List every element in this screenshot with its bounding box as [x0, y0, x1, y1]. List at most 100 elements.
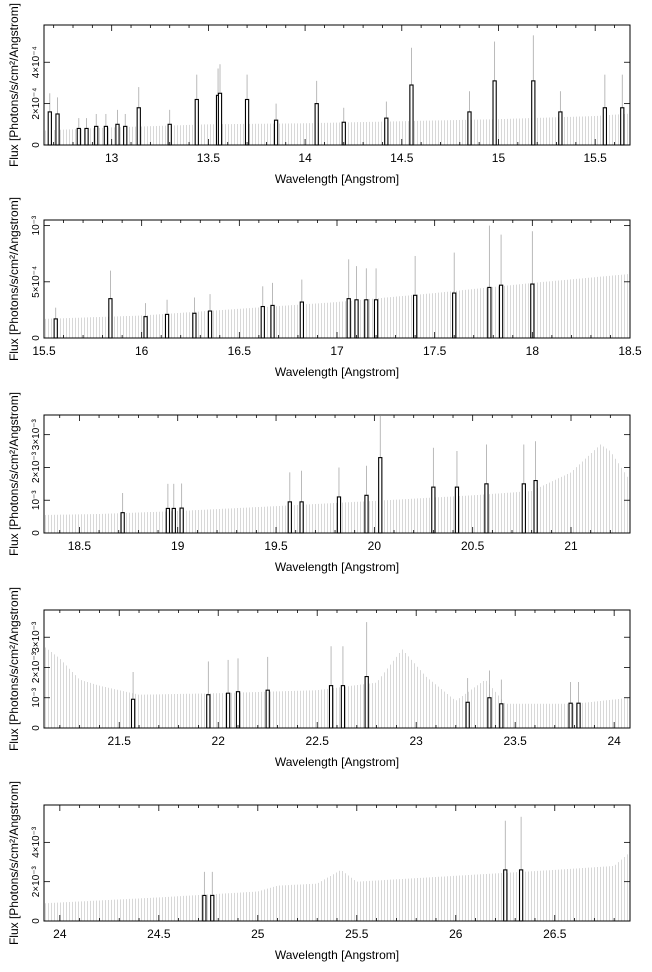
data-bar	[299, 301, 304, 339]
y-axis-label: Flux [Photons/s/cm²/Angstrom]	[7, 3, 21, 167]
y-tick-label: 10⁻³	[31, 490, 42, 510]
data-bar	[265, 689, 270, 729]
x-tick-label: 26.5	[543, 927, 567, 941]
data-bar	[217, 92, 223, 146]
data-bar	[179, 507, 184, 534]
data-bar	[373, 299, 379, 339]
y-tick-label: 0	[31, 335, 42, 341]
x-tick-label: 17	[330, 344, 344, 358]
x-axis-label: Wavelength [Angstrom]	[275, 172, 399, 186]
data-bar	[431, 486, 436, 534]
y-axis: 0 10⁻³ 2×10⁻³3×10⁻³	[31, 418, 630, 536]
x-axis: 18.5 19 19.5 20 20.5 21	[59, 415, 631, 553]
y-tick-label: 0	[31, 725, 42, 731]
x-axis-label: Wavelength [Angstrom]	[275, 560, 399, 574]
x-tick-label: 13.5	[197, 151, 221, 165]
x-tick-label: 24.5	[147, 927, 171, 941]
y-axis: 0 2×10⁻³ 4×10⁻³	[31, 826, 630, 924]
data-bar	[143, 316, 148, 339]
y-tick-label: 0	[31, 142, 42, 148]
continuum-model	[45, 854, 628, 921]
y-axis-label: Flux [Photons/s/cm²/Angstrom]	[7, 197, 21, 361]
data-bar	[364, 676, 369, 729]
data-bar	[521, 483, 526, 534]
data-bar	[492, 80, 497, 146]
data-bar	[384, 117, 389, 146]
x-tick-label: 19.5	[264, 539, 288, 553]
x-tick-label: 16.5	[228, 344, 252, 358]
x-tick-label: 21	[564, 539, 578, 553]
data-bar	[130, 698, 136, 729]
data-bar	[207, 310, 213, 339]
panel-5: 24 24.5 25 25.5 26 26.5 0 2×10⁻³ 4×10⁻³ Wavelengt…	[7, 781, 631, 962]
data-bar	[465, 701, 470, 729]
continuum-model	[45, 444, 628, 533]
data-bar	[484, 483, 489, 534]
data-bar	[454, 486, 460, 534]
y-tick-label: 0	[31, 530, 42, 536]
panel-4: 21.5 22 22.5 23 23.5 24 0 10⁻³ 2×10⁻³3×10⁻³ Wavel…	[7, 587, 631, 769]
x-tick-label: 25	[251, 927, 265, 941]
data-bar	[167, 123, 172, 146]
data-bar	[503, 869, 508, 922]
data-bar	[273, 119, 279, 146]
y-tick-label: 3×10⁻³	[31, 418, 42, 450]
data-bar	[94, 125, 99, 146]
x-tick-label: 15.5	[32, 344, 56, 358]
y-axis-label: Flux [Photons/s/cm²/Angstrom]	[7, 781, 21, 945]
x-tick-label: 20.5	[461, 539, 485, 553]
data-bar	[452, 292, 457, 339]
data-bar	[47, 111, 52, 146]
data-bar	[467, 111, 472, 146]
y-axis: 0 10⁻³ 2×10⁻³3×10⁻³	[31, 621, 630, 731]
data-bar	[336, 496, 342, 534]
plot-frame	[43, 804, 631, 922]
data-bar	[487, 697, 492, 729]
data-bar	[558, 111, 563, 146]
x-tick-label: 13	[105, 151, 119, 165]
data-bar	[498, 284, 504, 339]
x-tick-label: 25.5	[345, 927, 369, 941]
y-tick-label: 10⁻³	[31, 215, 42, 235]
x-axis-label: Wavelength [Angstrom]	[275, 948, 399, 962]
x-tick-label: 24	[53, 927, 67, 941]
y-tick-label: 4×10⁻³	[31, 826, 42, 858]
x-tick-label: 14	[298, 151, 312, 165]
data-bar	[602, 107, 608, 146]
x-tick-label: 16	[135, 344, 149, 358]
data-bar	[364, 299, 369, 339]
y-tick-label: 2×10⁻³	[31, 451, 42, 483]
data-bar	[364, 494, 369, 534]
data-bar	[164, 313, 170, 339]
panel-1: 13 13.5 14 14.5 15 15.5 0 2×10⁻⁴ 4×10⁻⁴ Wavelengt…	[7, 3, 631, 186]
data-bar	[287, 501, 292, 534]
data-bar	[108, 298, 113, 339]
x-tick-label: 21.5	[108, 734, 132, 748]
y-axis-label: Flux [Photons/s/cm²/Angstrom]	[7, 392, 21, 556]
x-tick-label: 23.5	[503, 734, 527, 748]
x-tick-label: 19	[171, 539, 185, 553]
data-bar	[192, 312, 197, 339]
y-tick-label: 2×10⁻⁴	[31, 88, 42, 120]
plot-frame	[43, 24, 631, 146]
panel-3: 18.5 19 19.5 20 20.5 21 0 10⁻³ 2×10⁻³3×10⁻³ Wavel…	[7, 392, 631, 574]
y-axis: 0 2×10⁻⁴ 4×10⁻⁴	[31, 46, 630, 148]
data-bar	[299, 501, 304, 534]
x-axis: 15.5 16 16.5 17 17.5 18 18.5	[32, 220, 642, 358]
x-tick-label: 15.5	[584, 151, 608, 165]
data-bar	[487, 286, 492, 339]
data-bar	[115, 123, 120, 146]
data-bar	[206, 694, 211, 729]
data-bar	[378, 457, 383, 534]
continuum-model	[45, 274, 628, 338]
data-bar	[84, 127, 89, 146]
data-bar	[409, 84, 414, 146]
y-tick-label: 4×10⁻⁴	[31, 46, 42, 78]
data-bar	[531, 80, 536, 146]
x-tick-label: 22.5	[306, 734, 330, 748]
y-tick-label: 0	[31, 918, 42, 924]
x-tick-label: 14.5	[390, 151, 414, 165]
data-bar	[103, 125, 109, 146]
data-bar	[533, 480, 538, 534]
plot-frame	[43, 414, 631, 534]
